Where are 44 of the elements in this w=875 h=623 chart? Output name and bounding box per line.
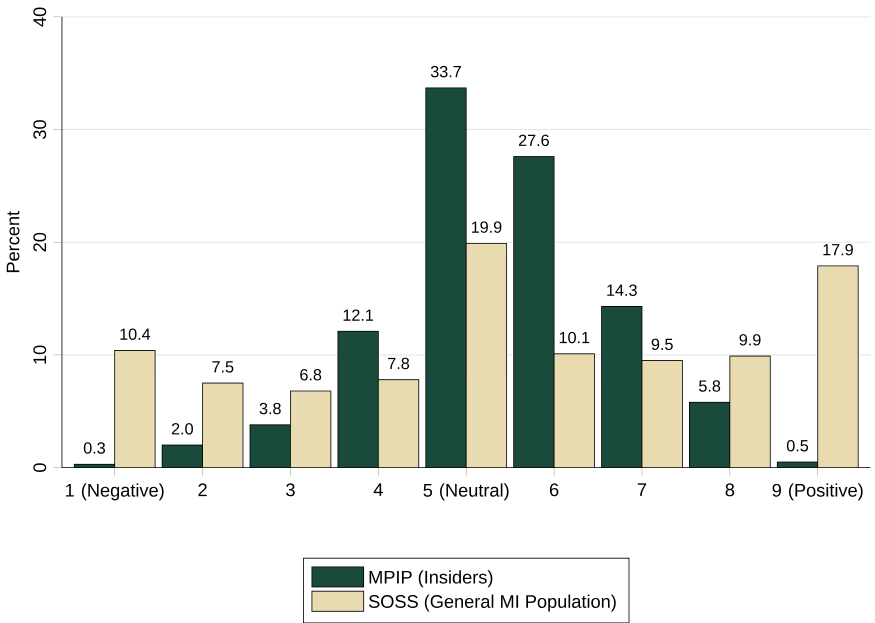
data-label: 10.1 <box>560 332 590 344</box>
data-label: 9.9 <box>740 334 761 346</box>
x-tick-label: 3 <box>286 483 295 496</box>
data-label: 14.3 <box>607 284 637 296</box>
data-label: 17.9 <box>823 244 853 256</box>
bar <box>378 380 419 468</box>
legend-label: SOSS (General MI Population) <box>368 594 616 612</box>
x-tick-label: 2 <box>198 483 207 496</box>
bar <box>290 390 331 468</box>
y-tick-label: 30 <box>33 120 46 139</box>
data-label: 10.4 <box>120 328 150 340</box>
data-label: 19.9 <box>472 221 502 233</box>
data-label: 6.8 <box>300 368 322 380</box>
bar <box>466 243 507 468</box>
y-axis-title: Percent <box>6 210 20 272</box>
bar <box>817 265 859 468</box>
x-tick-label: 8 <box>726 483 734 496</box>
data-label: 5.8 <box>699 380 720 392</box>
y-tick-label: 40 <box>33 7 46 26</box>
legend-label: MPIP (Insiders) <box>370 570 492 588</box>
x-tick-label: 9 (Positive) <box>772 483 863 500</box>
y-tick-label: 10 <box>33 345 46 364</box>
data-label: 0.3 <box>84 442 105 454</box>
x-tick-label: 1 (Negative) <box>66 483 164 500</box>
data-label: 2.0 <box>172 422 193 434</box>
data-label: 7.8 <box>388 358 410 370</box>
data-label: 12.1 <box>344 309 374 321</box>
data-label: 33.7 <box>430 66 461 78</box>
data-label: 0.5 <box>786 440 808 452</box>
bar <box>114 350 156 468</box>
x-tick-label: 6 <box>550 483 558 496</box>
data-label: 9.5 <box>652 338 673 350</box>
data-label: 7.5 <box>212 361 234 372</box>
y-tick-label: 20 <box>33 232 46 252</box>
y-tick-label: 0 <box>33 463 46 472</box>
bar <box>642 360 682 468</box>
bar <box>202 382 243 468</box>
x-tick-label: 5 (Neutral) <box>423 483 509 500</box>
data-label: 27.6 <box>518 134 549 146</box>
x-tick-label: 7 <box>638 483 646 496</box>
data-label: 3.8 <box>260 402 281 414</box>
bar <box>730 356 770 468</box>
bar <box>554 354 595 468</box>
x-tick-label: 4 <box>374 483 383 496</box>
